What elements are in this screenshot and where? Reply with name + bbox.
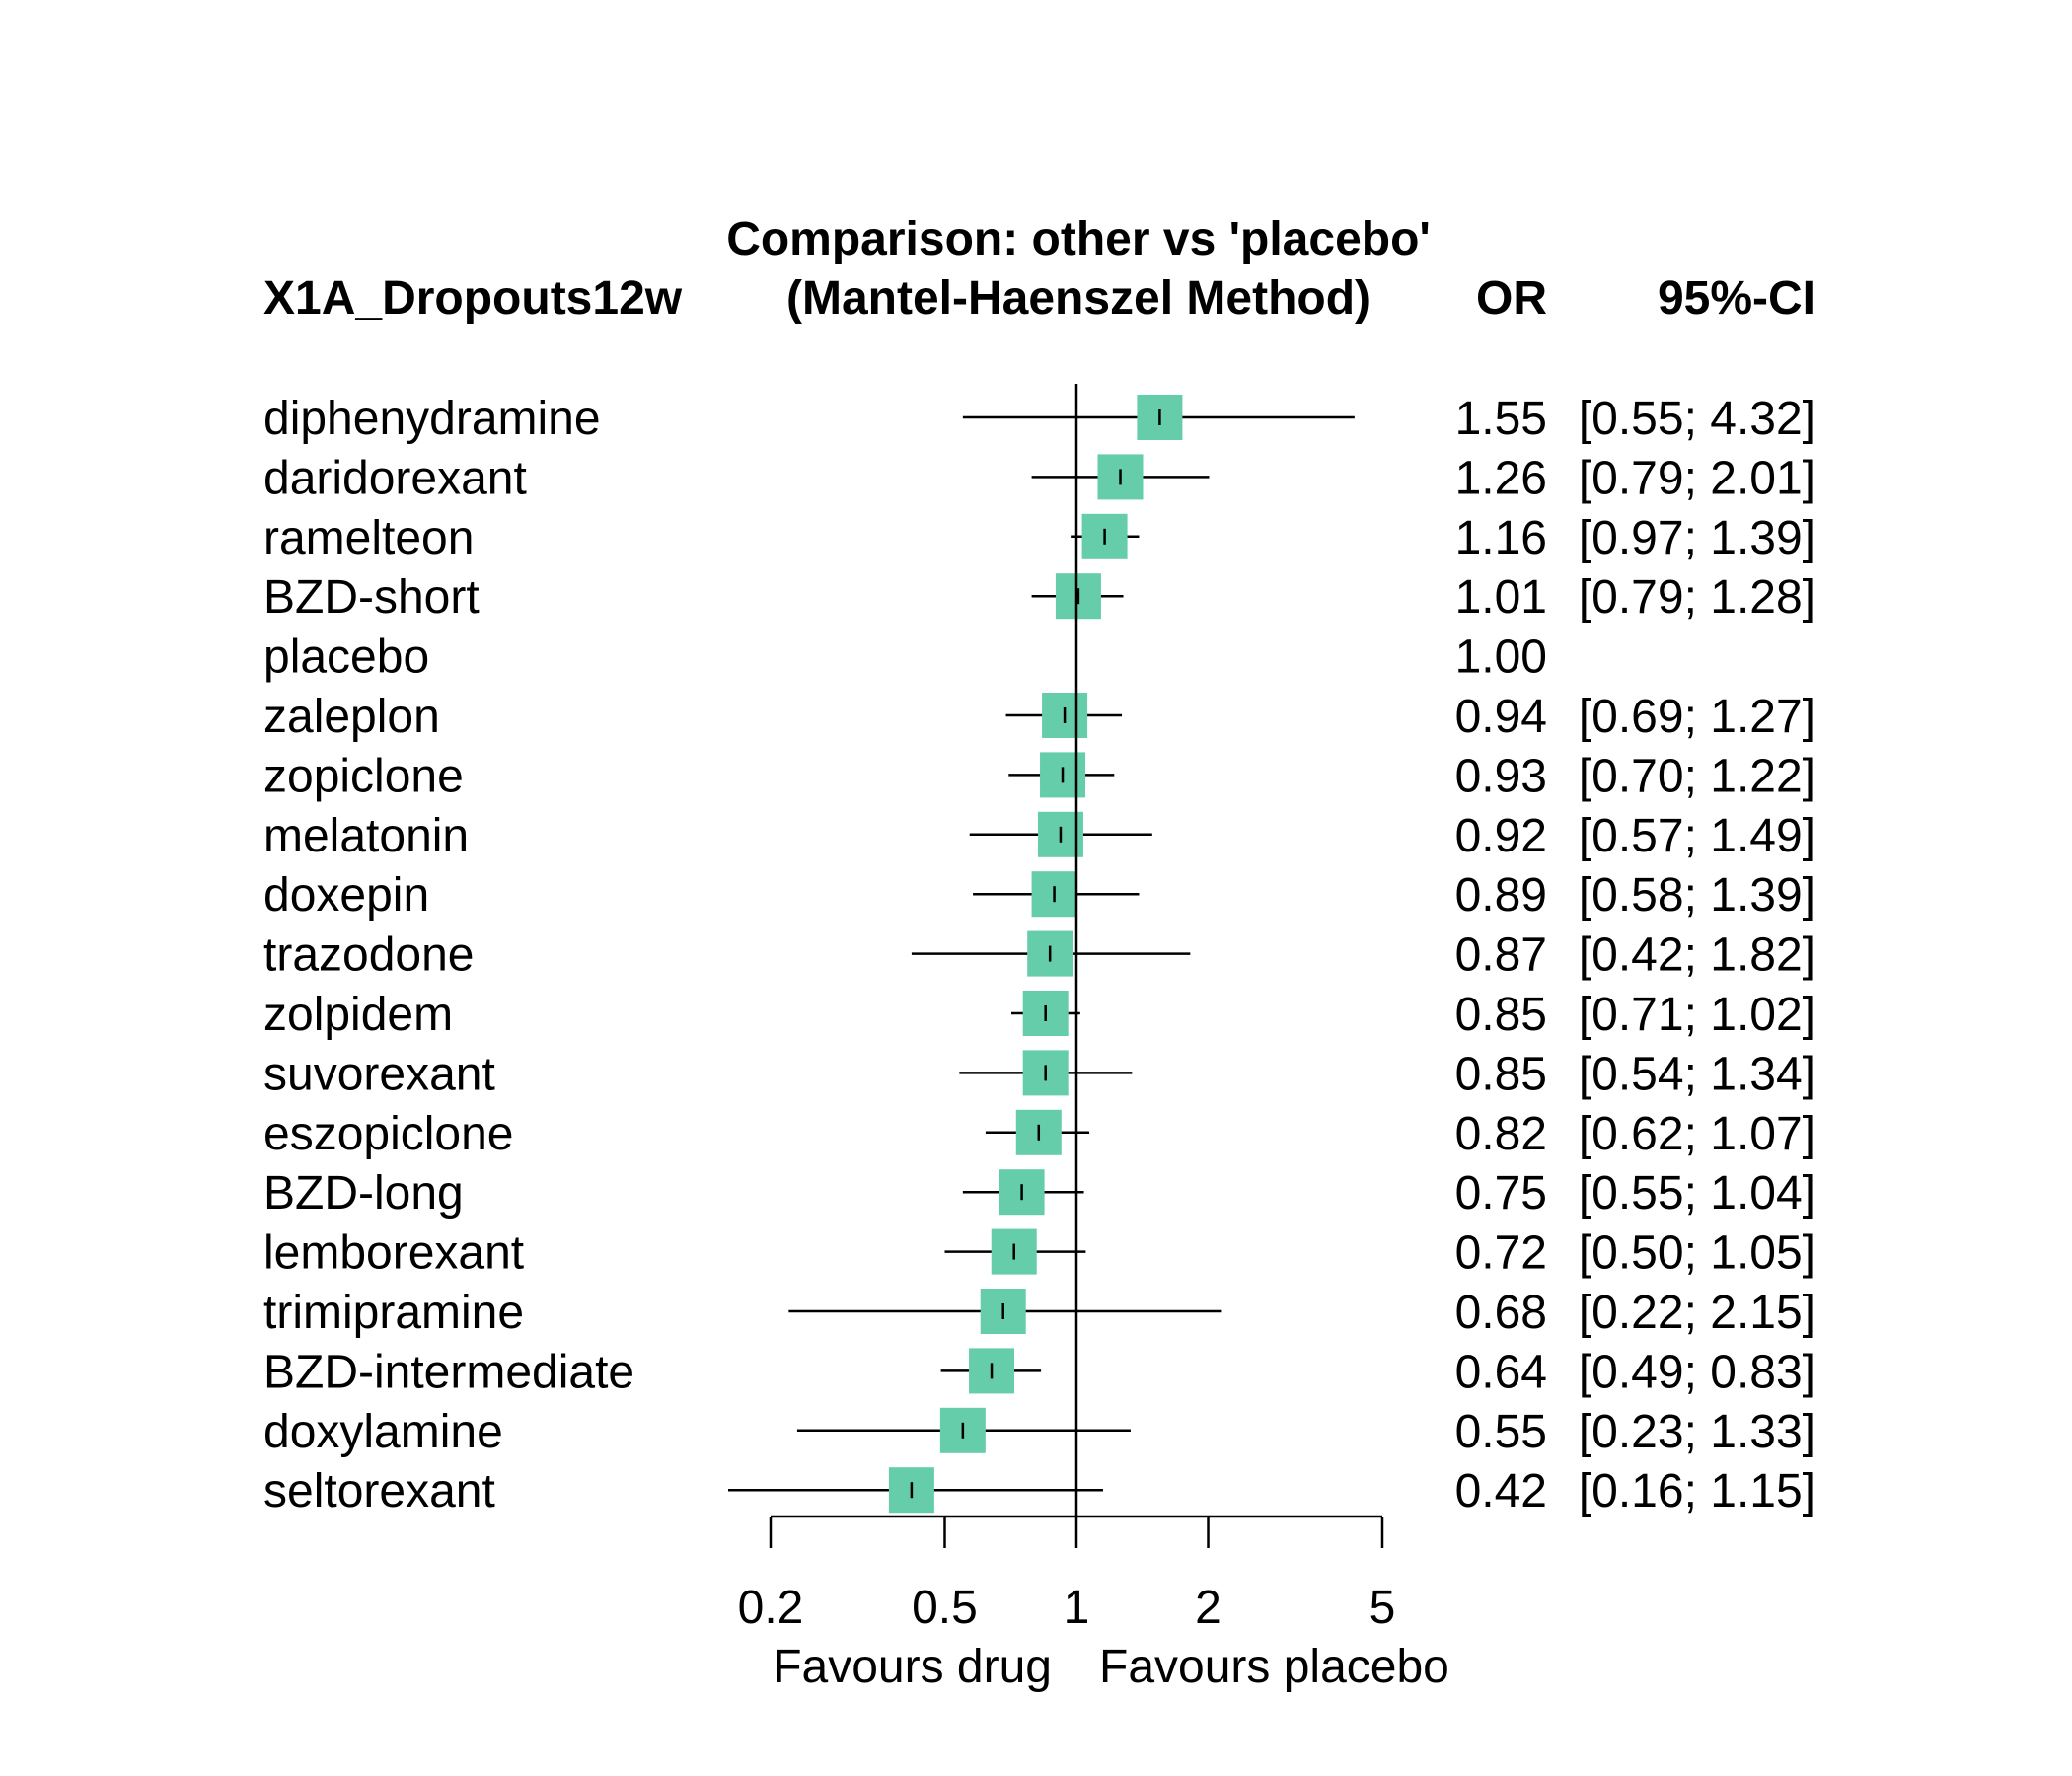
- or-value: 1.16: [1455, 512, 1547, 564]
- row-label: BZD-long: [263, 1167, 464, 1220]
- forest-row: daridorexant 1.26 [0.79; 2.01]: [263, 452, 1815, 504]
- forest-rows: diphenydramine 1.55 [0.55; 4.32] daridorexa…: [263, 393, 1815, 1517]
- x-tick-label: 0.5: [912, 1582, 978, 1634]
- forest-row: zaleplon 0.94 [0.69; 1.27]: [263, 691, 1815, 743]
- ci-value: [0.23; 1.33]: [1579, 1406, 1815, 1458]
- ci-value: [0.79; 2.01]: [1579, 452, 1815, 504]
- row-label: ramelteon: [263, 512, 474, 564]
- ci-value: [0.71; 1.02]: [1579, 989, 1815, 1041]
- or-value: 0.42: [1455, 1465, 1547, 1517]
- row-label: trimipramine: [263, 1287, 524, 1339]
- x-tick-label: 2: [1195, 1582, 1221, 1634]
- ci-value: [0.55; 1.04]: [1579, 1167, 1815, 1220]
- or-value: 0.64: [1455, 1346, 1547, 1398]
- forest-row: eszopiclone 0.82 [0.62; 1.07]: [263, 1108, 1815, 1160]
- ci-value: [0.50; 1.05]: [1579, 1227, 1815, 1280]
- forest-row: BZD-intermediate 0.64 [0.49; 0.83]: [263, 1346, 1815, 1398]
- ci-value: [0.70; 1.22]: [1579, 750, 1815, 802]
- row-label: lemborexant: [263, 1227, 524, 1280]
- forest-row: BZD-short 1.01 [0.79; 1.28]: [263, 571, 1815, 624]
- x-tick-label: 5: [1369, 1582, 1396, 1634]
- forest-row: zolpidem 0.85 [0.71; 1.02]: [263, 989, 1815, 1041]
- row-label: BZD-short: [263, 571, 480, 624]
- ci-value: [0.54; 1.34]: [1579, 1048, 1815, 1100]
- forest-row: doxepin 0.89 [0.58; 1.39]: [263, 869, 1815, 922]
- row-label: zaleplon: [263, 691, 440, 743]
- row-label: seltorexant: [263, 1465, 495, 1517]
- forest-row: doxylamine 0.55 [0.23; 1.33]: [263, 1406, 1815, 1458]
- or-value: 0.55: [1455, 1406, 1547, 1458]
- ci-value: [0.58; 1.39]: [1579, 869, 1815, 922]
- ci-value: [0.69; 1.27]: [1579, 691, 1815, 743]
- or-value: 0.85: [1455, 1048, 1547, 1100]
- row-label: trazodone: [263, 929, 475, 982]
- row-label: BZD-intermediate: [263, 1346, 634, 1398]
- forest-row: lemborexant 0.72 [0.50; 1.05]: [263, 1227, 1815, 1280]
- ci-value: [0.79; 1.28]: [1579, 571, 1815, 624]
- forest-row: ramelteon 1.16 [0.97; 1.39]: [263, 512, 1815, 564]
- or-value: 0.82: [1455, 1108, 1547, 1160]
- row-label: zopiclone: [263, 750, 464, 802]
- chart-subtitle: (Mantel-Haenszel Method): [786, 272, 1370, 325]
- forest-row: diphenydramine 1.55 [0.55; 4.32]: [263, 393, 1815, 445]
- or-value: 1.26: [1455, 452, 1547, 504]
- forest-row: trimipramine 0.68 [0.22; 2.15]: [263, 1287, 1815, 1339]
- favours-placebo-label: Favours placebo: [1099, 1641, 1449, 1693]
- ci-value: [0.42; 1.82]: [1579, 929, 1815, 982]
- or-value: 0.87: [1455, 929, 1547, 982]
- x-tick-label: 1: [1064, 1582, 1090, 1634]
- row-label: eszopiclone: [263, 1108, 514, 1160]
- or-value: 0.92: [1455, 810, 1547, 862]
- ci-column-header: 95%-CI: [1658, 272, 1815, 325]
- forest-row: zopiclone 0.93 [0.70; 1.22]: [263, 750, 1815, 802]
- or-value: 1.55: [1455, 393, 1547, 445]
- outcome-label: X1A_Dropouts12w: [263, 272, 683, 325]
- or-value: 0.72: [1455, 1227, 1547, 1280]
- ci-value: [0.57; 1.49]: [1579, 810, 1815, 862]
- row-label: doxepin: [263, 869, 429, 922]
- forest-row: BZD-long 0.75 [0.55; 1.04]: [263, 1167, 1815, 1220]
- ci-value: [0.62; 1.07]: [1579, 1108, 1815, 1160]
- or-value: 0.85: [1455, 989, 1547, 1041]
- row-label: daridorexant: [263, 452, 527, 504]
- forest-row: melatonin 0.92 [0.57; 1.49]: [263, 810, 1815, 862]
- ci-value: [0.22; 2.15]: [1579, 1287, 1815, 1339]
- row-label: suvorexant: [263, 1048, 495, 1100]
- forest-row: seltorexant 0.42 [0.16; 1.15]: [263, 1465, 1815, 1517]
- row-label: diphenydramine: [263, 393, 601, 445]
- or-value: 0.94: [1455, 691, 1547, 743]
- ci-value: [0.16; 1.15]: [1579, 1465, 1815, 1517]
- ci-value: [0.55; 4.32]: [1579, 393, 1815, 445]
- row-label: zolpidem: [263, 989, 453, 1041]
- favours-drug-label: Favours drug: [773, 1641, 1052, 1693]
- row-label: placebo: [263, 631, 429, 684]
- x-tick-label: 0.2: [738, 1582, 804, 1634]
- chart-title: Comparison: other vs 'placebo': [726, 213, 1431, 265]
- forest-row: placebo 1.00: [263, 631, 1547, 684]
- or-value: 0.93: [1455, 750, 1547, 802]
- or-value: 0.75: [1455, 1167, 1547, 1220]
- row-label: melatonin: [263, 810, 469, 862]
- ci-value: [0.49; 0.83]: [1579, 1346, 1815, 1398]
- or-value: 1.01: [1455, 571, 1547, 624]
- x-axis: 0.2 0.5 1 2 5: [738, 1515, 1396, 1634]
- forest-row: suvorexant 0.85 [0.54; 1.34]: [263, 1048, 1815, 1100]
- or-column-header: OR: [1476, 272, 1547, 325]
- or-value: 0.89: [1455, 869, 1547, 922]
- forest-row: trazodone 0.87 [0.42; 1.82]: [263, 929, 1815, 982]
- or-value: 1.00: [1455, 631, 1547, 684]
- ci-value: [0.97; 1.39]: [1579, 512, 1815, 564]
- or-value: 0.68: [1455, 1287, 1547, 1339]
- row-label: doxylamine: [263, 1406, 503, 1458]
